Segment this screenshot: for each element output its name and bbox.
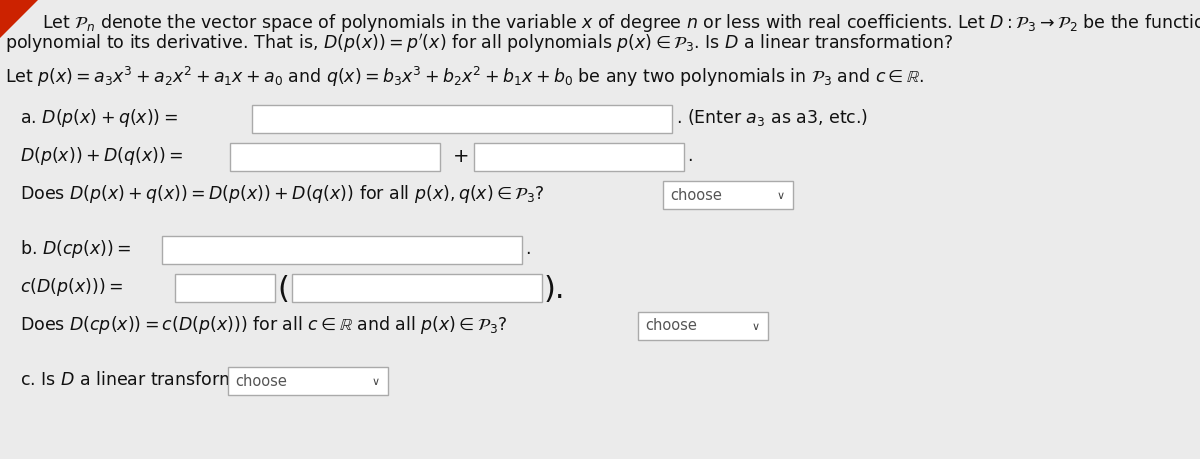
Text: ).: ). bbox=[544, 275, 565, 304]
Text: (: ( bbox=[277, 275, 289, 304]
Text: $+$: $+$ bbox=[452, 146, 468, 166]
Text: .: . bbox=[686, 147, 692, 165]
Text: Let $p(x) = a_3x^3 + a_2x^2 + a_1x + a_0$ and $q(x) = b_3x^3 + b_2x^2 + b_1x + b: Let $p(x) = a_3x^3 + a_2x^2 + a_1x + a_0… bbox=[5, 65, 924, 89]
Text: Does $D(cp(x)) = c(D(p(x)))$ for all $c \in \mathbb{R}$ and all $p(x) \in \mathc: Does $D(cp(x)) = c(D(p(x)))$ for all $c … bbox=[20, 314, 508, 336]
FancyBboxPatch shape bbox=[162, 236, 522, 264]
Polygon shape bbox=[0, 0, 38, 38]
Text: b. $D(cp(x)) =$: b. $D(cp(x)) =$ bbox=[20, 238, 132, 260]
Text: .: . bbox=[526, 240, 530, 258]
FancyBboxPatch shape bbox=[230, 143, 440, 171]
Text: Does $D(p(x) + q(x)) = D(p(x)) + D(q(x))$ for all $p(x), q(x) \in \mathcal{P}_3$: Does $D(p(x) + q(x)) = D(p(x)) + D(q(x))… bbox=[20, 183, 545, 205]
Text: ∨: ∨ bbox=[776, 191, 785, 201]
FancyBboxPatch shape bbox=[474, 143, 684, 171]
Text: $c(D(p(x))) =$: $c(D(p(x))) =$ bbox=[20, 276, 124, 298]
Text: ∨: ∨ bbox=[372, 377, 380, 387]
FancyBboxPatch shape bbox=[662, 181, 793, 209]
Text: $D(p(x)) + D(q(x)) =$: $D(p(x)) + D(q(x)) =$ bbox=[20, 145, 184, 167]
Text: polynomial to its derivative. That is, $D(p(x)) = p'(x)$ for all polynomials $p(: polynomial to its derivative. That is, $… bbox=[5, 32, 953, 55]
FancyBboxPatch shape bbox=[175, 274, 275, 302]
Text: choose: choose bbox=[235, 374, 287, 388]
Text: ∨: ∨ bbox=[752, 322, 760, 332]
FancyBboxPatch shape bbox=[228, 367, 388, 395]
FancyBboxPatch shape bbox=[252, 105, 672, 133]
Text: choose: choose bbox=[646, 319, 697, 334]
Text: Let $\mathcal{P}_n$ denote the vector space of polynomials in the variable $x$ o: Let $\mathcal{P}_n$ denote the vector sp… bbox=[42, 12, 1200, 34]
FancyBboxPatch shape bbox=[638, 312, 768, 340]
Text: c. Is $D$ a linear transformation?: c. Is $D$ a linear transformation? bbox=[20, 371, 289, 389]
FancyBboxPatch shape bbox=[292, 274, 542, 302]
Text: a. $D(p(x) + q(x)) =$: a. $D(p(x) + q(x)) =$ bbox=[20, 107, 178, 129]
Text: . (Enter $a_3$ as a3, etc.): . (Enter $a_3$ as a3, etc.) bbox=[676, 107, 869, 129]
Text: choose: choose bbox=[670, 187, 722, 202]
